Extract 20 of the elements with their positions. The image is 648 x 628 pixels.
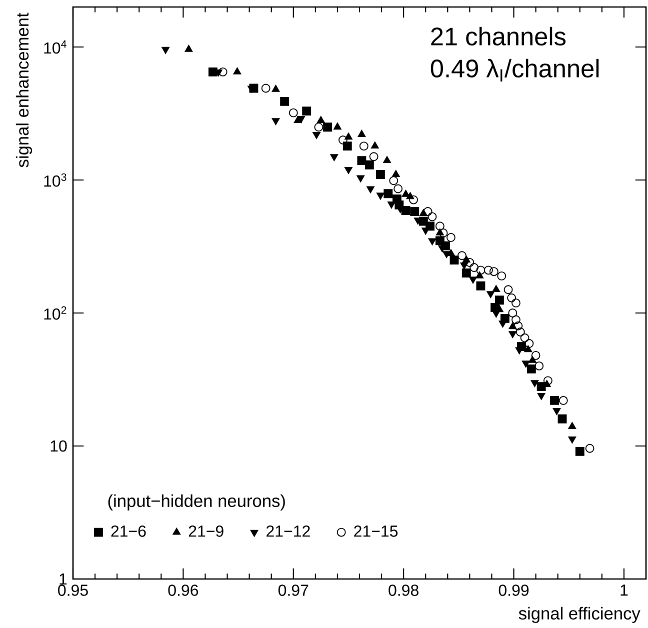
x-tick-label: 0.98 [388, 584, 418, 596]
y-tick-label: 10$^{4}$ [44, 40, 66, 54]
x-tick-label: 1 [620, 584, 628, 596]
legend-label: 21−12 [266, 526, 310, 537]
x-axis-title: signal efficiency [518, 606, 640, 624]
annotation: 21 channels [431, 26, 566, 46]
legend-title: (input−hidden neurons) [108, 494, 285, 510]
y-tick-label: 10$^{3}$ [44, 173, 66, 187]
x-tick-label: 0.97 [278, 584, 308, 596]
legend-label: 21−9 [188, 526, 224, 537]
x-tick-label: 0.95 [58, 584, 88, 596]
legend-label: 21−15 [354, 526, 398, 537]
y-tick-label: 10$^{2}$ [44, 306, 66, 320]
y-tick-label: 10 [50, 440, 67, 452]
y-tick-label: 1 [60, 574, 67, 585]
x-tick-label: 0.96 [168, 584, 198, 596]
x-tick-label: 0.99 [498, 584, 529, 596]
legend-label: 21−6 [111, 526, 146, 537]
y-axis-title: signal enhancement [16, 12, 32, 168]
annotation: 0.49 λ$_{I}$/channel [430, 58, 599, 82]
